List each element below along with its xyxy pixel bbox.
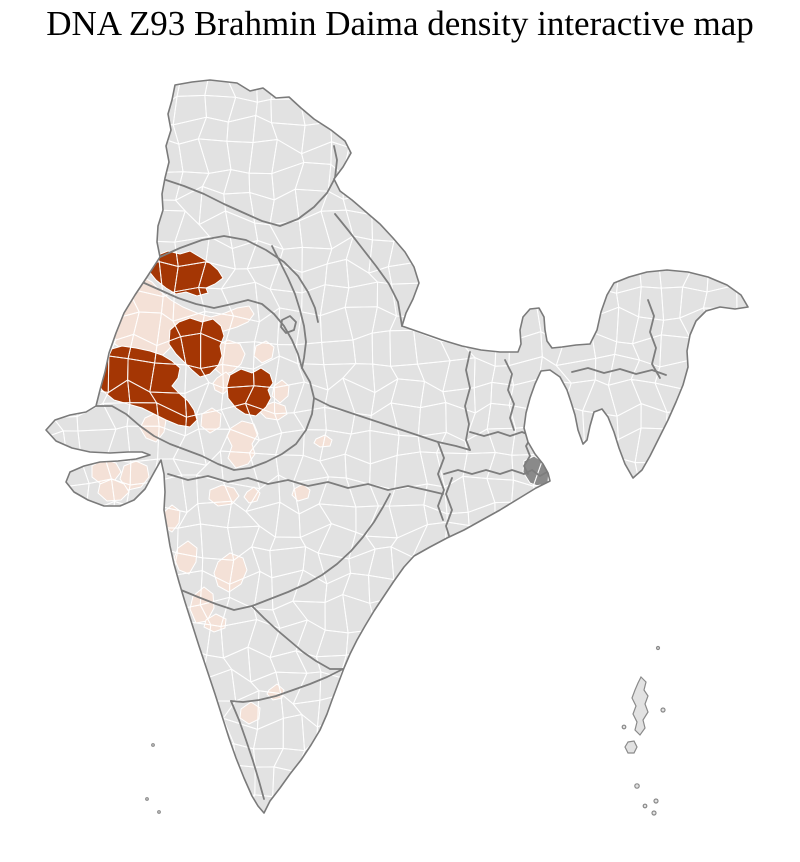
district-region-high-2[interactable] <box>168 317 225 378</box>
island-group <box>145 645 666 816</box>
island-2[interactable] <box>624 740 638 754</box>
island-1[interactable] <box>631 675 649 736</box>
state-borders <box>95 145 667 800</box>
island-dot-10[interactable] <box>157 810 161 814</box>
island-dot-1[interactable] <box>655 645 661 651</box>
island-dot-3[interactable] <box>621 724 627 730</box>
district-region-low-23[interactable] <box>239 701 261 725</box>
district-region-low-8[interactable] <box>200 407 222 434</box>
district-region-high-3[interactable] <box>91 345 198 428</box>
land-layer <box>46 80 748 813</box>
island-dot-9[interactable] <box>145 797 149 801</box>
district-region-high-4[interactable] <box>226 367 274 417</box>
district-region-low-14[interactable] <box>119 460 150 491</box>
india-outline <box>45 79 749 814</box>
district-region-low-16[interactable] <box>243 486 261 504</box>
island-dot-4[interactable] <box>634 783 640 789</box>
island-dot-5[interactable] <box>642 803 648 809</box>
island-dot-7[interactable] <box>651 810 657 816</box>
district-region-low-18[interactable] <box>173 540 198 575</box>
island-dot-6[interactable] <box>653 798 659 804</box>
island-dot-8[interactable] <box>151 743 155 747</box>
page-title: DNA Z93 Brahmin Daima density interactiv… <box>46 4 754 43</box>
island-dot-2[interactable] <box>660 707 666 713</box>
